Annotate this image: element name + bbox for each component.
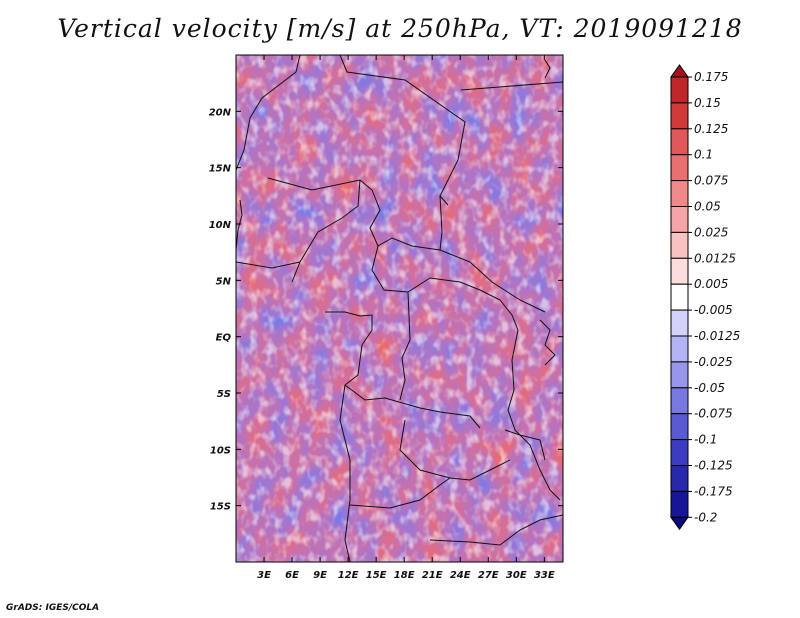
colorbar-swatch bbox=[670, 283, 689, 311]
x-tick-label: 27E bbox=[478, 570, 499, 581]
y-axis: 20N 15N 10N 5N EQ 5S 10S 15S bbox=[209, 107, 563, 513]
x-tick-label: 18E bbox=[394, 570, 415, 581]
colorbar-label: -0.005 bbox=[694, 303, 733, 317]
colorbar-label: 0.1 bbox=[694, 148, 713, 162]
y-tick-label: 5S bbox=[217, 389, 231, 400]
y-tick-label: 10S bbox=[210, 445, 231, 456]
colorbar-swatch bbox=[670, 387, 689, 415]
x-tick-label: 21E bbox=[422, 570, 443, 581]
boundary-line bbox=[339, 384, 351, 563]
colorbar-swatch bbox=[670, 128, 689, 156]
field-speckle bbox=[236, 55, 563, 562]
colorbar-label: 0.125 bbox=[694, 122, 728, 136]
y-tick-label: 10N bbox=[209, 220, 232, 231]
country-boundaries bbox=[235, 54, 564, 563]
boundary-line bbox=[371, 245, 519, 331]
x-tick-label: 30E bbox=[506, 570, 527, 581]
colorbar-swatch bbox=[670, 413, 689, 441]
colorbar-label: 0.0125 bbox=[694, 251, 736, 265]
colorbar-swatch bbox=[670, 206, 689, 233]
x-tick-label: 6E bbox=[285, 570, 299, 581]
colorbar-swatch bbox=[670, 309, 689, 337]
colorbar-label: -0.025 bbox=[694, 355, 733, 369]
boundary-line bbox=[460, 81, 564, 91]
chart-title: Vertical velocity [m/s] at 250hPa, VT: 2… bbox=[57, 14, 743, 43]
map-frame bbox=[235, 54, 564, 563]
colorbar-label: 0.025 bbox=[694, 225, 728, 239]
colorbar-top-arrow bbox=[670, 64, 689, 78]
x-axis: 3E 6E 9E 12E 15E 18E 21E 24E 27E 30E 33E bbox=[257, 55, 555, 581]
colorbar-label: -0.125 bbox=[694, 459, 733, 473]
colorbar-swatch bbox=[670, 490, 689, 518]
x-tick-label: 33E bbox=[534, 570, 555, 581]
colorbar-label: 0.05 bbox=[694, 200, 721, 214]
x-tick-label: 3E bbox=[257, 570, 271, 581]
colorbar-swatch bbox=[670, 361, 689, 389]
colorbar-label: -0.2 bbox=[694, 510, 717, 524]
boundary-line bbox=[267, 177, 546, 313]
y-tick-label: EQ bbox=[216, 333, 232, 344]
boundary-line bbox=[439, 195, 443, 251]
y-tick-label: 20N bbox=[209, 107, 232, 118]
x-tick-label: 15E bbox=[366, 570, 387, 581]
colorbar-label: -0.05 bbox=[694, 381, 725, 395]
colorbar-label: -0.075 bbox=[694, 407, 733, 421]
colorbar-swatch bbox=[670, 180, 689, 208]
colorbar-swatch bbox=[670, 102, 689, 130]
y-tick-label: 5N bbox=[216, 276, 232, 287]
colorbar-label: 0.005 bbox=[694, 277, 728, 291]
boundary-line bbox=[504, 429, 546, 461]
colorbar-swatch bbox=[670, 465, 689, 492]
boundary-line bbox=[325, 311, 373, 386]
colorbar-swatch bbox=[670, 76, 689, 104]
grads-credit: GrADS: IGES/COLA bbox=[6, 603, 100, 613]
boundary-line bbox=[349, 477, 451, 509]
colorbar-swatch bbox=[670, 231, 689, 259]
x-tick-label: 12E bbox=[338, 570, 359, 581]
boundary-line bbox=[544, 59, 551, 79]
colorbar-swatch bbox=[670, 154, 689, 182]
colorbar-label: 0.075 bbox=[694, 174, 728, 188]
y-tick-label: 15S bbox=[210, 502, 231, 513]
y-tick-label: 15N bbox=[209, 164, 232, 175]
colorbar-label: 0.15 bbox=[694, 96, 721, 110]
colorbar-bottom-arrow bbox=[670, 516, 689, 531]
colorbar-label: -0.1 bbox=[694, 433, 717, 447]
colorbar-label: -0.0125 bbox=[694, 329, 740, 343]
velocity-field bbox=[236, 55, 563, 562]
colorbar-label: 0.175 bbox=[694, 70, 728, 84]
boundary-line bbox=[291, 179, 361, 283]
boundary-line bbox=[344, 384, 481, 429]
boundary-line bbox=[235, 261, 301, 269]
boundary-line bbox=[235, 54, 301, 171]
colorbar-swatch bbox=[670, 257, 689, 285]
colorbar: 0.175 0.15 0.125 0.1 0.075 0.05 0.025 0.0125 0.0… bbox=[670, 64, 740, 531]
x-tick-label: 9E bbox=[313, 570, 327, 581]
boundary-line bbox=[429, 514, 564, 546]
colorbar-label: -0.175 bbox=[694, 484, 733, 498]
boundary-line bbox=[507, 329, 561, 501]
colorbar-swatch bbox=[670, 439, 689, 467]
boundary-line bbox=[539, 319, 556, 366]
boundary-line bbox=[235, 199, 243, 251]
colorbar-swatch bbox=[670, 335, 689, 363]
x-tick-label: 24E bbox=[450, 570, 471, 581]
boundary-line bbox=[399, 291, 411, 401]
